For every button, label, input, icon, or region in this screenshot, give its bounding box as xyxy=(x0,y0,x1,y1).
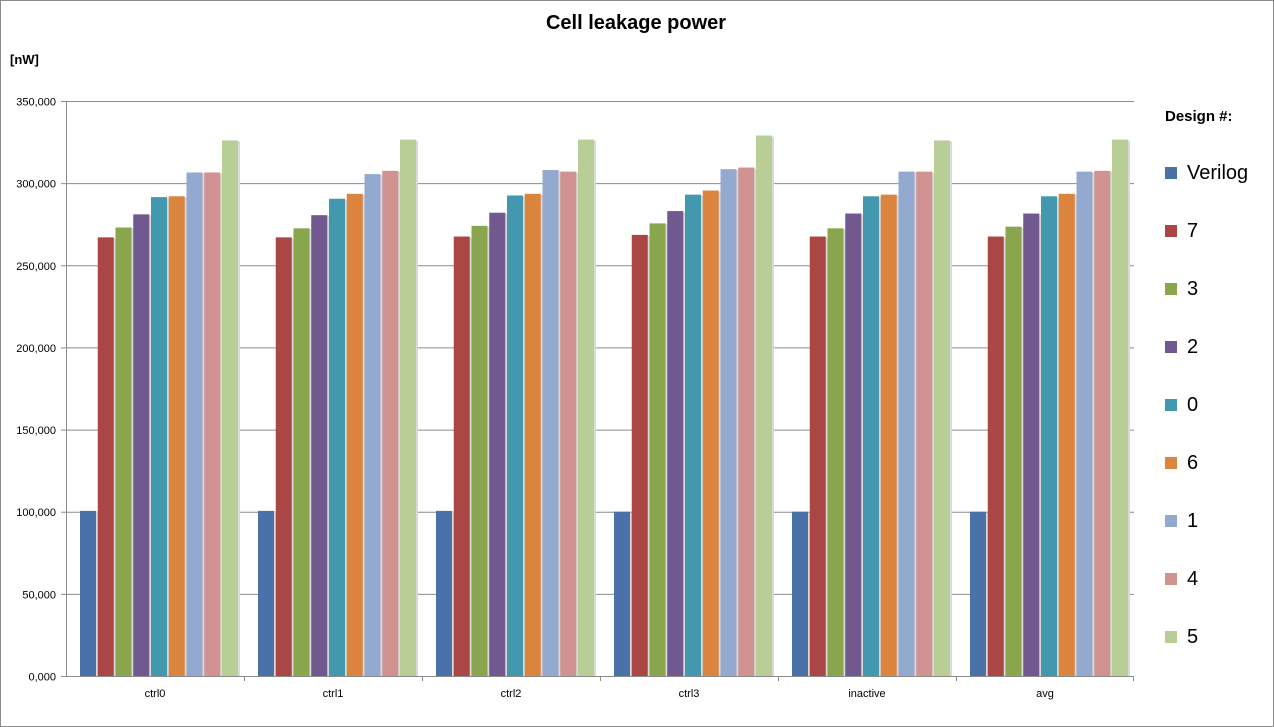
legend-item: 3 xyxy=(1165,277,1198,301)
legend-item: 7 xyxy=(1165,219,1198,243)
bar xyxy=(507,195,523,676)
bar xyxy=(631,234,648,676)
bar xyxy=(1058,193,1075,677)
legend-item: 5 xyxy=(1165,625,1198,649)
legend-swatch xyxy=(1165,631,1177,643)
bar xyxy=(1094,170,1111,677)
bar xyxy=(258,510,274,676)
bar xyxy=(738,167,755,677)
bar xyxy=(186,172,203,676)
legend-swatch xyxy=(1165,515,1177,527)
bar xyxy=(863,196,879,677)
bar xyxy=(471,225,488,676)
bar xyxy=(809,236,826,677)
bar xyxy=(133,214,150,676)
legend-swatch xyxy=(1165,225,1177,237)
bar xyxy=(898,171,915,676)
bar xyxy=(1005,226,1022,676)
bar xyxy=(151,197,167,676)
legend-swatch xyxy=(1165,573,1177,585)
x-tick-label: ctrl0 xyxy=(145,688,166,700)
y-axis-unit-label: [nW] xyxy=(10,52,39,67)
bar xyxy=(756,135,772,676)
y-tick-label: 350,000 xyxy=(16,97,56,109)
bar xyxy=(436,510,452,676)
bar xyxy=(346,193,363,677)
legend-label: 5 xyxy=(1187,625,1199,648)
bar xyxy=(1041,196,1057,677)
bar xyxy=(97,237,114,676)
x-tick-label: avg xyxy=(1036,688,1054,700)
bar xyxy=(702,190,719,677)
bar xyxy=(1112,139,1128,676)
bar xyxy=(667,211,684,677)
y-tick-label: 0,000 xyxy=(28,672,56,684)
y-tick-label: 250,000 xyxy=(16,261,56,273)
bar xyxy=(293,228,310,677)
bar xyxy=(115,227,132,676)
bar xyxy=(827,228,844,677)
bar xyxy=(524,193,541,677)
bar xyxy=(880,194,897,676)
bar xyxy=(364,174,381,676)
bar xyxy=(685,194,701,676)
bar xyxy=(168,196,185,677)
bar xyxy=(329,198,345,676)
legend-label: 2 xyxy=(1187,335,1199,358)
bar xyxy=(560,171,577,676)
bar xyxy=(382,170,399,677)
x-tick-label: ctrl3 xyxy=(679,688,700,700)
legend-label: 0 xyxy=(1187,393,1199,416)
legend-item: 6 xyxy=(1165,451,1198,475)
bar xyxy=(578,139,594,676)
bar xyxy=(987,236,1004,677)
bar xyxy=(970,511,986,676)
bar xyxy=(311,215,328,676)
legend-swatch xyxy=(1165,167,1177,179)
bar xyxy=(916,171,933,676)
bar xyxy=(222,140,238,676)
legend-label: 4 xyxy=(1187,567,1199,590)
legend-item: 0 xyxy=(1165,393,1198,417)
bar xyxy=(1076,171,1093,676)
bar xyxy=(80,510,96,676)
legend-label: 7 xyxy=(1187,219,1199,242)
bar xyxy=(275,237,292,676)
bar xyxy=(400,139,416,676)
legend-title: Design #: xyxy=(1165,108,1233,125)
legend-swatch xyxy=(1165,341,1177,353)
y-tick-label: 100,000 xyxy=(16,507,56,519)
bar xyxy=(453,236,470,677)
legend-item: 1 xyxy=(1165,509,1198,533)
legend-label: 6 xyxy=(1187,451,1199,474)
x-tick-label: ctrl1 xyxy=(323,688,344,700)
legend-swatch xyxy=(1165,457,1177,469)
bar xyxy=(934,140,950,676)
legend-label: 1 xyxy=(1187,509,1199,532)
legend-label: 3 xyxy=(1187,277,1199,300)
x-tick-label: ctrl2 xyxy=(501,688,522,700)
bar xyxy=(614,511,630,676)
legend-item: 4 xyxy=(1165,567,1198,591)
bar xyxy=(204,172,221,676)
bar xyxy=(542,170,559,676)
bar xyxy=(489,212,506,676)
bar xyxy=(720,169,737,676)
legend-item: 2 xyxy=(1165,335,1198,359)
legend-swatch xyxy=(1165,399,1177,411)
bar xyxy=(792,511,808,676)
bar xyxy=(845,213,862,677)
y-tick-label: 300,000 xyxy=(16,179,56,191)
legend-swatch xyxy=(1165,283,1177,295)
legend-label: Verilog xyxy=(1187,161,1249,184)
chart-title: Cell leakage power xyxy=(545,12,727,34)
legend-item: Verilog xyxy=(1165,161,1248,185)
y-tick-label: 50,000 xyxy=(22,589,56,601)
x-tick-label: inactive xyxy=(848,688,885,700)
bar xyxy=(649,223,666,676)
y-tick-label: 150,000 xyxy=(16,425,56,437)
bar xyxy=(1023,213,1040,677)
y-tick-label: 200,000 xyxy=(16,343,56,355)
